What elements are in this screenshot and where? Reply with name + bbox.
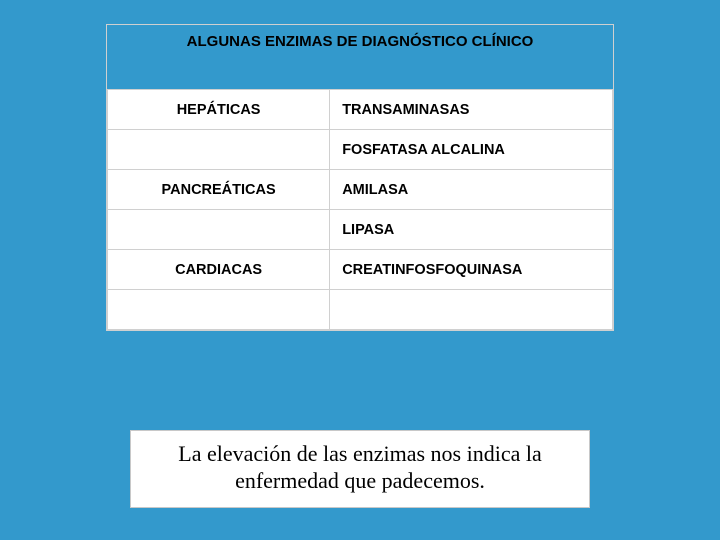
table-row xyxy=(108,290,613,330)
caption-box: La elevación de las enzimas nos indica l… xyxy=(130,430,590,508)
table-row: PANCREÁTICAS AMILASA xyxy=(108,170,613,210)
category-cell xyxy=(108,130,330,170)
category-cell: CARDIACAS xyxy=(108,250,330,290)
value-cell: AMILASA xyxy=(330,170,613,210)
category-cell xyxy=(108,290,330,330)
value-cell xyxy=(330,290,613,330)
category-cell xyxy=(108,210,330,250)
table-row: CARDIACAS CREATINFOSFOQUINASA xyxy=(108,250,613,290)
value-cell: TRANSAMINASAS xyxy=(330,90,613,130)
enzyme-table-container: ALGUNAS ENZIMAS DE DIAGNÓSTICO CLÍNICO H… xyxy=(106,24,614,331)
value-cell: FOSFATASA ALCALINA xyxy=(330,130,613,170)
category-cell: PANCREÁTICAS xyxy=(108,170,330,210)
table-row: FOSFATASA ALCALINA xyxy=(108,130,613,170)
table-row: HEPÁTICAS TRANSAMINASAS xyxy=(108,90,613,130)
table-row: LIPASA xyxy=(108,210,613,250)
caption-text: La elevación de las enzimas nos indica l… xyxy=(145,441,575,495)
value-cell: CREATINFOSFOQUINASA xyxy=(330,250,613,290)
table-title: ALGUNAS ENZIMAS DE DIAGNÓSTICO CLÍNICO xyxy=(187,33,534,50)
enzyme-table: HEPÁTICAS TRANSAMINASAS FOSFATASA ALCALI… xyxy=(107,89,613,330)
category-cell: HEPÁTICAS xyxy=(108,90,330,130)
value-cell: LIPASA xyxy=(330,210,613,250)
table-header-row: ALGUNAS ENZIMAS DE DIAGNÓSTICO CLÍNICO xyxy=(107,25,613,89)
